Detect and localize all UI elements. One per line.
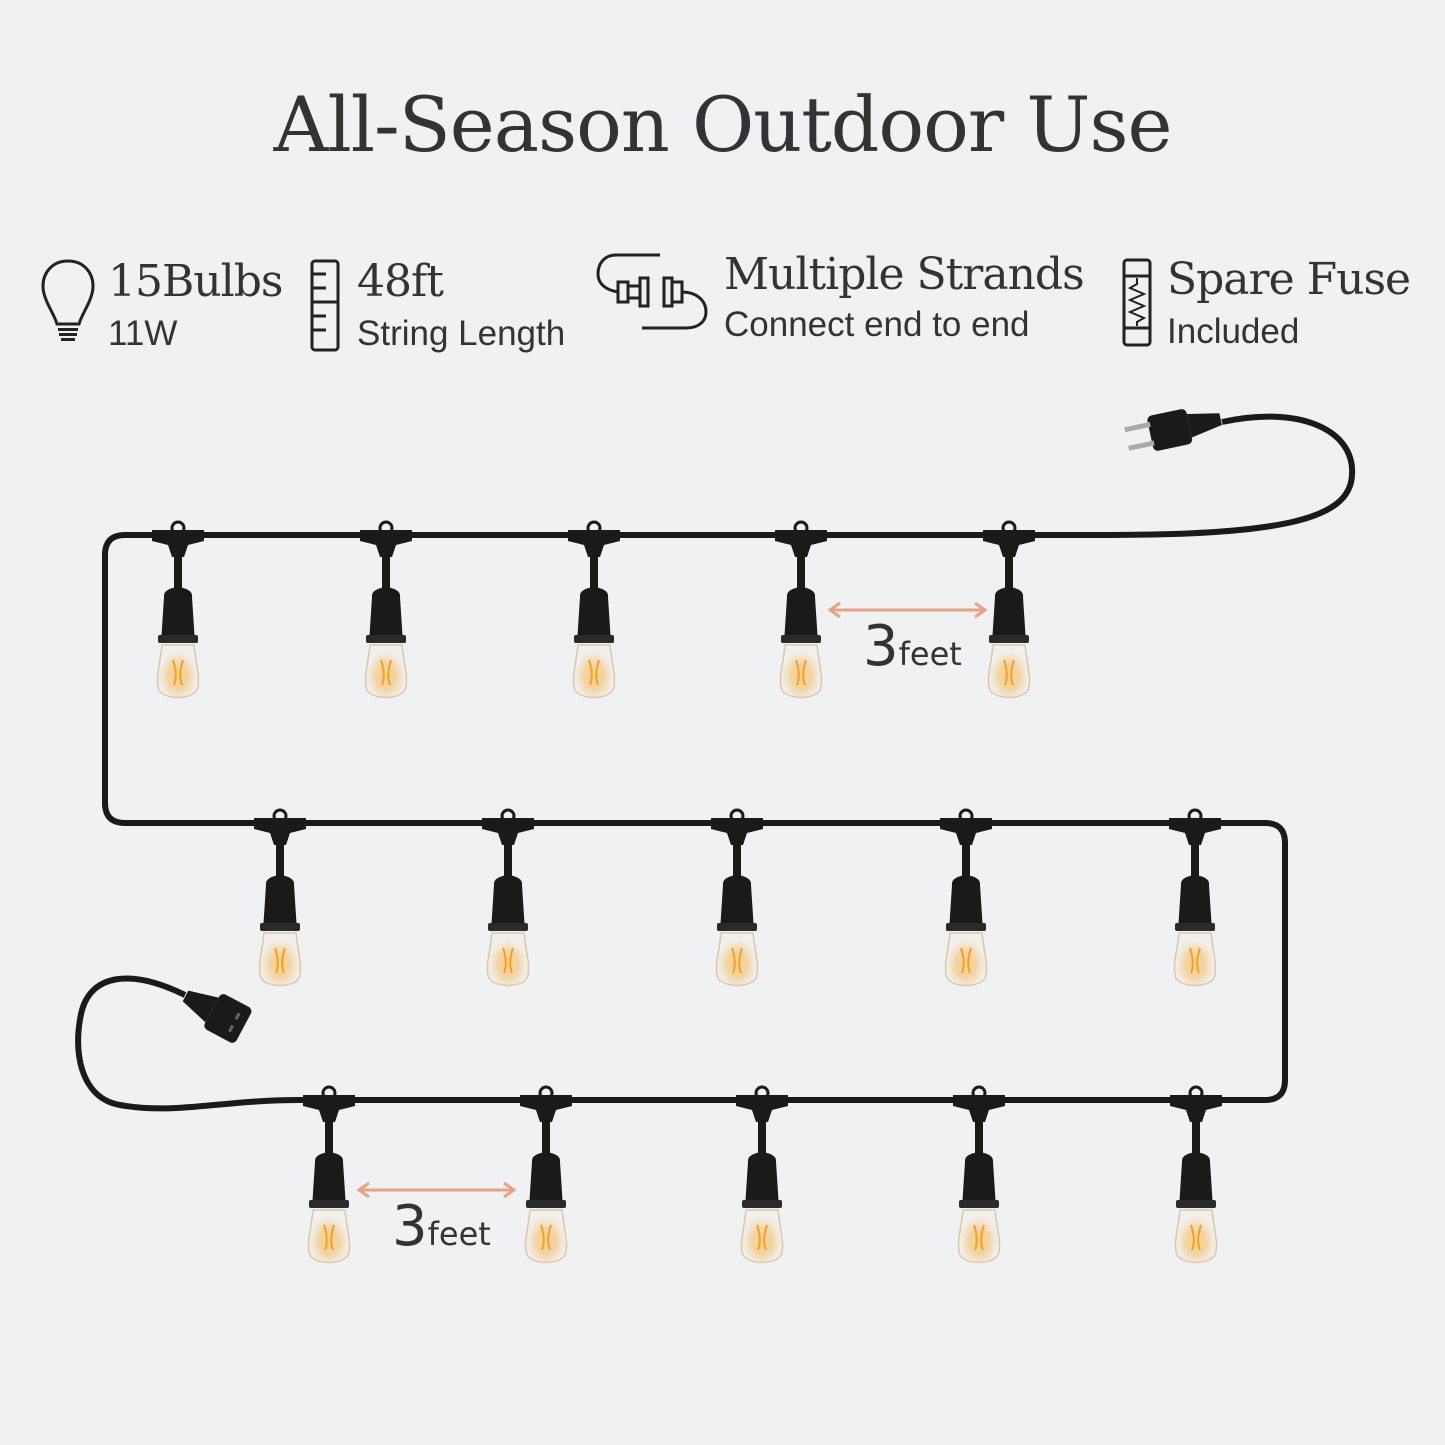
feature-strands: Multiple Strands Connect end to end <box>724 249 1085 344</box>
bulb <box>711 808 763 987</box>
spacing-number: 3 <box>863 614 899 679</box>
spacing-number: 3 <box>392 1194 428 1259</box>
ruler-icon <box>310 259 340 352</box>
feature-main: Spare Fuse <box>1167 254 1411 305</box>
bulb <box>254 808 306 987</box>
cable <box>75 413 1356 1112</box>
feature-main: 48ft <box>357 256 444 307</box>
bulb <box>568 520 620 699</box>
bulb <box>953 1085 1005 1264</box>
bulb-icon <box>41 259 95 341</box>
spacing-arrow <box>356 601 988 1199</box>
bulb <box>983 520 1035 699</box>
power-plug <box>1124 409 1222 451</box>
bulb <box>520 1085 572 1264</box>
feature-fuse: Spare Fuse Included <box>1167 254 1411 351</box>
feature-main: 15Bulbs <box>108 256 283 307</box>
spacing-unit: feet <box>427 1215 491 1253</box>
feature-sub: Included <box>1167 312 1300 351</box>
spacing-unit: feet <box>898 635 962 673</box>
spacing-label: 3feet <box>392 1194 491 1259</box>
plug-connect-icon <box>596 253 708 330</box>
feature-sub: 11W <box>108 314 178 353</box>
bulb <box>482 808 534 987</box>
feature-length: 48ft String Length <box>357 256 566 353</box>
bulb <box>303 1085 355 1264</box>
spacing-label: 3feet <box>863 614 962 679</box>
bulb <box>1169 808 1221 987</box>
bulb <box>360 520 412 699</box>
bulb <box>1170 1085 1222 1264</box>
bulb <box>775 520 827 699</box>
bulb <box>736 1085 788 1264</box>
page-title: All-Season Outdoor Use <box>273 80 1173 169</box>
bulb <box>940 808 992 987</box>
feature-main: Multiple Strands <box>724 249 1085 300</box>
feature-bulbs: 15Bulbs 11W <box>108 256 283 353</box>
fuse-icon <box>1122 258 1152 347</box>
end-socket <box>182 990 252 1043</box>
feature-sub: String Length <box>357 314 566 353</box>
feature-sub: Connect end to end <box>724 305 1030 344</box>
bulb <box>152 520 204 699</box>
